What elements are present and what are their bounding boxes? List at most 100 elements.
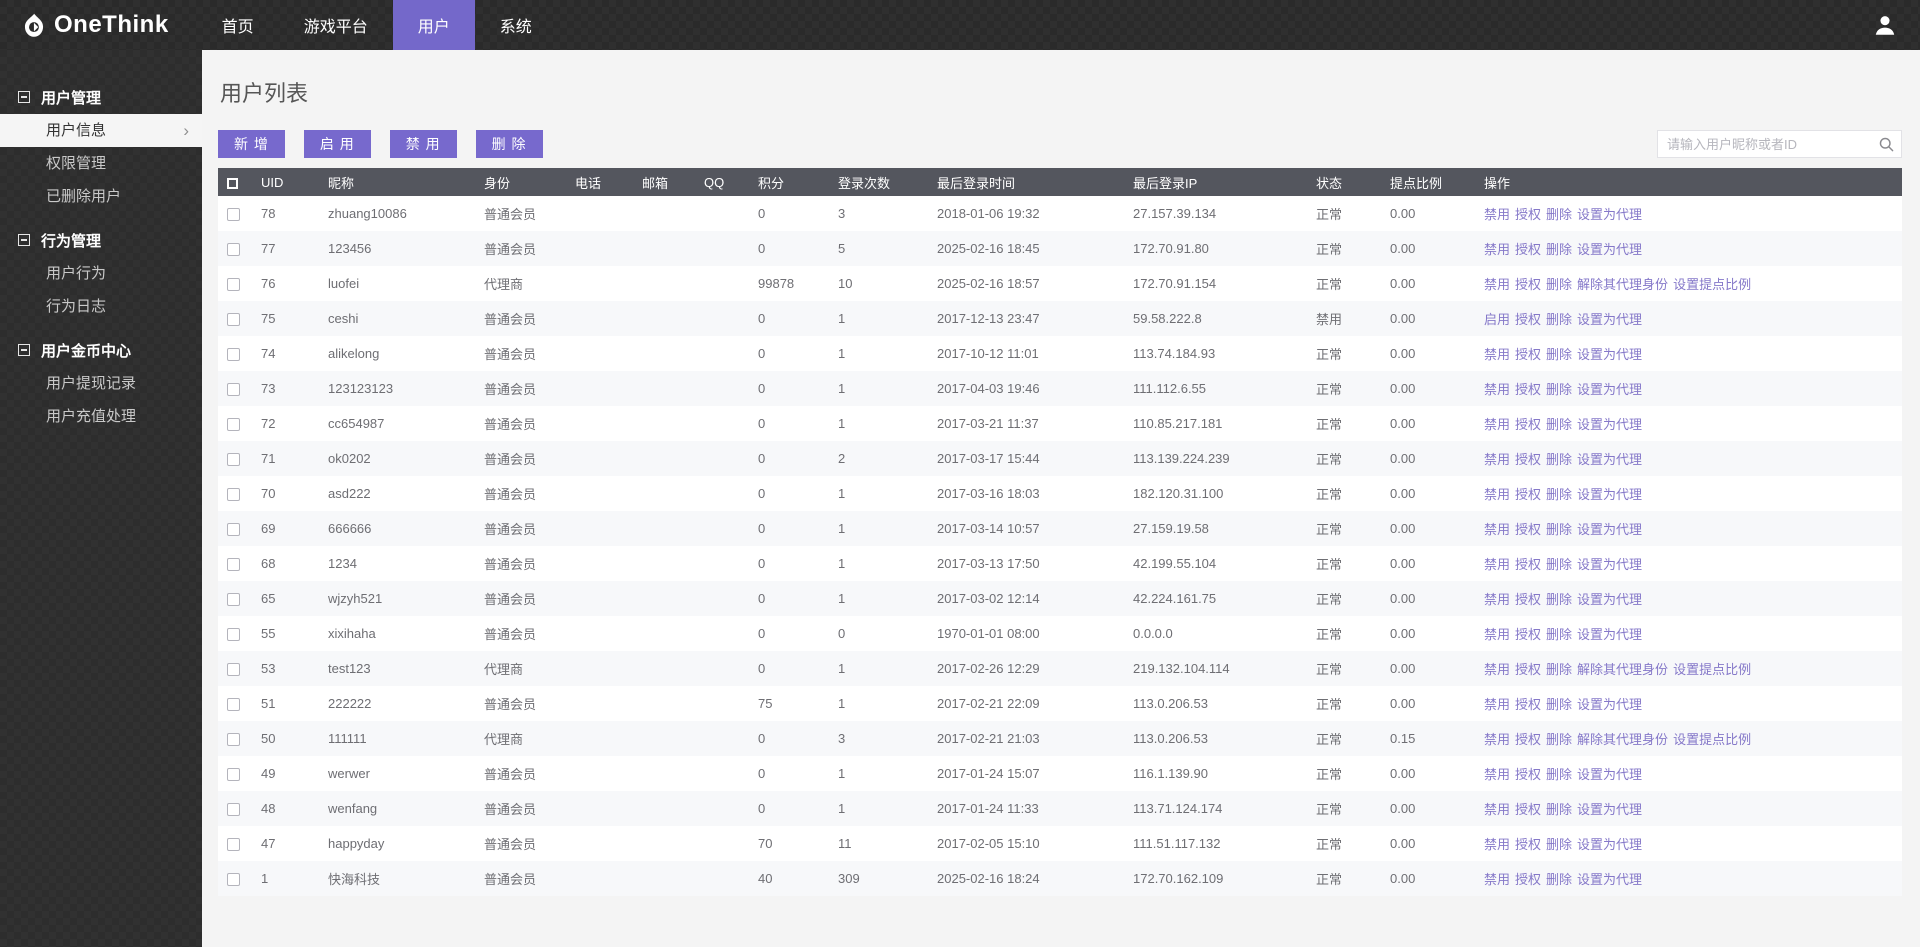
action-link[interactable]: 禁用 [1484,242,1511,257]
action-link[interactable]: 授权 [1515,697,1542,712]
delete-button[interactable]: 删 除 [475,130,543,158]
action-link[interactable]: 删除 [1546,242,1573,257]
sidebar-item[interactable]: 用户信息 › [0,114,202,147]
action-link[interactable]: 删除 [1546,487,1573,502]
action-link[interactable]: 禁用 [1484,627,1511,642]
row-checkbox[interactable] [227,663,240,677]
action-link[interactable]: 设置为代理 [1577,872,1643,887]
action-link[interactable]: 禁用 [1484,767,1511,782]
action-link[interactable]: 设置提点比例 [1673,277,1752,292]
action-link[interactable]: 授权 [1515,277,1542,292]
action-link[interactable]: 设置为代理 [1577,802,1643,817]
action-link[interactable]: 删除 [1546,592,1573,607]
action-link[interactable]: 删除 [1546,452,1573,467]
row-checkbox[interactable] [227,628,240,642]
action-link[interactable]: 设置为代理 [1577,242,1643,257]
action-link[interactable]: 禁用 [1484,382,1511,397]
action-link[interactable]: 授权 [1515,592,1542,607]
action-link[interactable]: 授权 [1515,767,1542,782]
action-link[interactable]: 禁用 [1484,592,1511,607]
action-link[interactable]: 设置为代理 [1577,417,1643,432]
row-checkbox[interactable] [227,803,240,817]
action-link[interactable]: 设置为代理 [1577,767,1643,782]
action-link[interactable]: 授权 [1515,207,1542,222]
brand-logo[interactable]: OneThink [0,0,197,50]
action-link[interactable]: 授权 [1515,487,1542,502]
row-checkbox[interactable] [227,348,240,362]
add-button[interactable]: 新 增 [218,130,285,158]
action-link[interactable]: 设置为代理 [1577,592,1643,607]
action-link[interactable]: 设置为代理 [1577,627,1643,642]
row-checkbox[interactable] [227,278,240,292]
row-checkbox[interactable] [227,838,240,852]
action-link[interactable]: 设置提点比例 [1673,662,1752,677]
action-link[interactable]: 授权 [1515,382,1542,397]
sidebar-item[interactable]: 用户充值处理 › [0,400,202,433]
action-link[interactable]: 授权 [1515,802,1542,817]
action-link[interactable]: 禁用 [1484,417,1511,432]
action-link[interactable]: 授权 [1515,347,1542,362]
action-link[interactable]: 设置为代理 [1577,557,1643,572]
action-link[interactable]: 删除 [1546,767,1573,782]
action-link[interactable]: 删除 [1546,837,1573,852]
action-link[interactable]: 删除 [1546,802,1573,817]
sidebar-item[interactable]: 权限管理 › [0,147,202,180]
sidebar-section-title[interactable]: 用户管理 [0,80,202,114]
action-link[interactable]: 禁用 [1484,522,1511,537]
nav-item[interactable]: 游戏平台 [279,0,393,50]
action-link[interactable]: 设置为代理 [1577,837,1643,852]
action-link[interactable]: 授权 [1515,522,1542,537]
action-link[interactable]: 授权 [1515,732,1542,747]
action-link[interactable]: 删除 [1546,347,1573,362]
action-link[interactable]: 禁用 [1484,347,1511,362]
action-link[interactable]: 删除 [1546,522,1573,537]
user-account-icon[interactable] [1872,12,1898,38]
disable-button[interactable]: 禁 用 [389,130,457,158]
action-link[interactable]: 设置为代理 [1577,347,1643,362]
action-link[interactable]: 删除 [1546,697,1573,712]
sidebar-item[interactable]: 用户行为 › [0,257,202,290]
select-all-checkbox[interactable] [227,177,238,189]
action-link[interactable]: 授权 [1515,872,1542,887]
action-link[interactable]: 禁用 [1484,277,1511,292]
row-checkbox[interactable] [227,418,240,432]
row-checkbox[interactable] [227,488,240,502]
action-link[interactable]: 授权 [1515,662,1542,677]
row-checkbox[interactable] [227,593,240,607]
action-link[interactable]: 解除其代理身份 [1577,662,1669,677]
action-link[interactable]: 禁用 [1484,872,1511,887]
action-link[interactable]: 授权 [1515,627,1542,642]
action-link[interactable]: 设置为代理 [1577,382,1643,397]
enable-button[interactable]: 启 用 [303,130,371,158]
action-link[interactable]: 禁用 [1484,697,1511,712]
action-link[interactable]: 授权 [1515,452,1542,467]
action-link[interactable]: 解除其代理身份 [1577,277,1669,292]
action-link[interactable]: 禁用 [1484,802,1511,817]
action-link[interactable]: 禁用 [1484,207,1511,222]
row-checkbox[interactable] [227,313,240,327]
action-link[interactable]: 删除 [1546,312,1573,327]
action-link[interactable]: 禁用 [1484,452,1511,467]
row-checkbox[interactable] [227,768,240,782]
nav-item[interactable]: 系统 [475,0,557,50]
action-link[interactable]: 授权 [1515,557,1542,572]
nav-item[interactable]: 用户 [392,0,475,50]
sidebar-item[interactable]: 用户提现记录 › [0,367,202,400]
row-checkbox[interactable] [227,208,240,222]
action-link[interactable]: 禁用 [1484,487,1511,502]
row-checkbox[interactable] [227,558,240,572]
action-link[interactable]: 授权 [1515,417,1542,432]
row-checkbox[interactable] [227,243,240,257]
action-link[interactable]: 授权 [1515,312,1542,327]
action-link[interactable]: 禁用 [1484,837,1511,852]
action-link[interactable]: 设置为代理 [1577,487,1643,502]
row-checkbox[interactable] [227,698,240,712]
sidebar-item[interactable]: 行为日志 › [0,290,202,323]
action-link[interactable]: 启用 [1484,312,1511,327]
row-checkbox[interactable] [227,383,240,397]
row-checkbox[interactable] [227,453,240,467]
action-link[interactable]: 设置为代理 [1577,452,1643,467]
action-link[interactable]: 授权 [1515,837,1542,852]
action-link[interactable]: 删除 [1546,207,1573,222]
action-link[interactable]: 授权 [1515,242,1542,257]
